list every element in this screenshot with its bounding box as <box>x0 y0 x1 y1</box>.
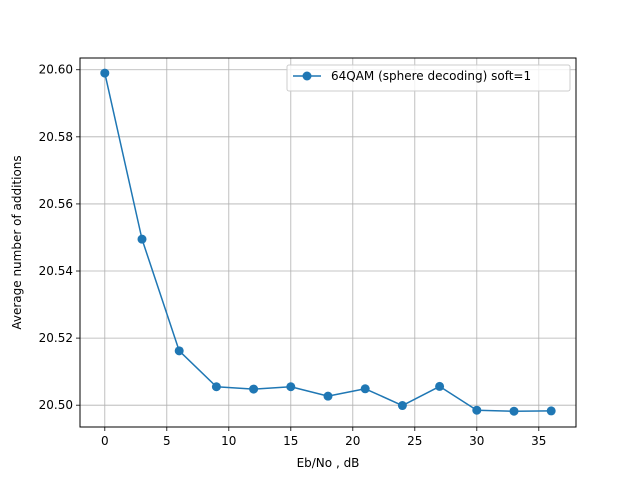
data-point <box>509 406 519 416</box>
data-point <box>286 382 296 392</box>
y-tick-label: 20.60 <box>39 63 73 77</box>
x-tick-label: 15 <box>283 434 298 448</box>
x-tick-label: 35 <box>531 434 546 448</box>
data-point <box>546 406 556 416</box>
data-point <box>211 382 221 392</box>
legend-marker <box>302 71 312 81</box>
series-layer <box>100 68 556 416</box>
data-point <box>323 391 333 401</box>
data-point <box>397 401 407 411</box>
data-point <box>174 346 184 356</box>
x-axis-label: Eb/No , dB <box>297 456 360 470</box>
x-tick-label: 10 <box>221 434 236 448</box>
x-tick-label: 20 <box>345 434 360 448</box>
y-axis-label: Average number of additions <box>10 155 24 329</box>
data-point <box>435 381 445 391</box>
data-point <box>137 234 147 244</box>
x-axis-ticks: 0 5 10 15 20 25 30 35 <box>101 427 546 448</box>
data-point <box>472 405 482 415</box>
y-tick-label: 20.56 <box>39 197 73 211</box>
y-tick-label: 20.50 <box>39 398 73 412</box>
x-tick-label: 30 <box>469 434 484 448</box>
legend-entry: 64QAM (sphere decoding) soft=1 <box>331 69 531 83</box>
x-tick-label: 0 <box>101 434 109 448</box>
y-axis-ticks: 20.50 20.52 20.54 20.56 20.58 20.60 <box>39 63 80 412</box>
y-tick-label: 20.58 <box>39 130 73 144</box>
data-point <box>249 384 259 394</box>
plot-frame <box>79 57 577 428</box>
legend-box <box>286 64 571 92</box>
data-point <box>100 68 110 78</box>
x-tick-label: 5 <box>163 434 171 448</box>
y-tick-label: 20.54 <box>39 264 73 278</box>
x-tick-label: 25 <box>407 434 422 448</box>
data-point <box>360 384 370 394</box>
legend: 64QAM (sphere decoding) soft=1 <box>286 64 571 92</box>
y-tick-label: 20.52 <box>39 331 73 345</box>
